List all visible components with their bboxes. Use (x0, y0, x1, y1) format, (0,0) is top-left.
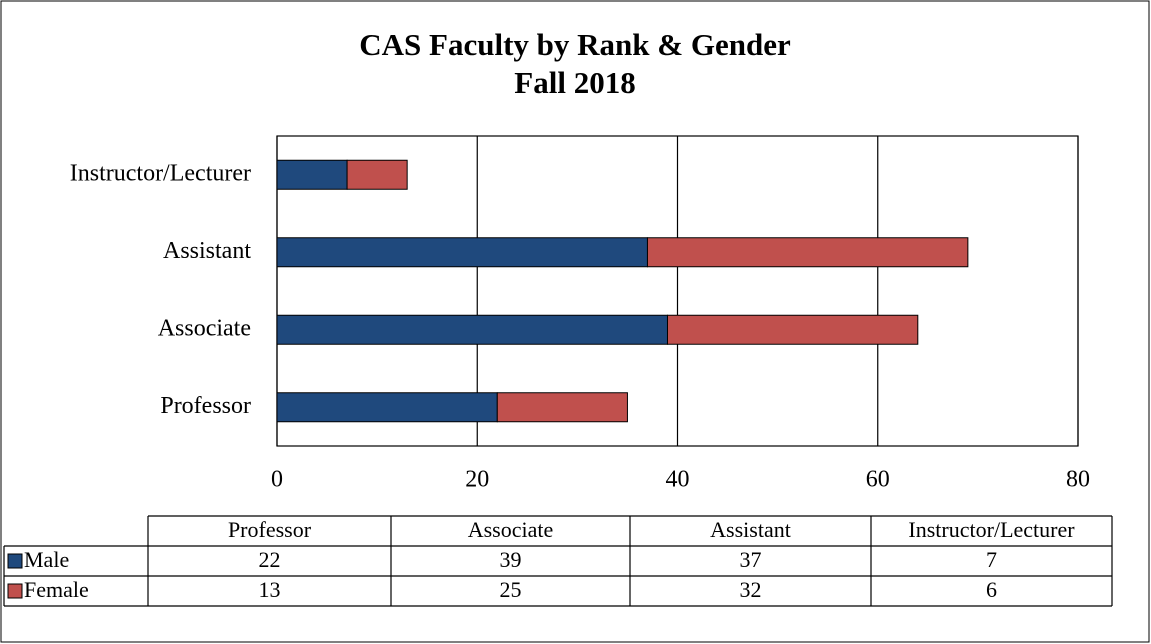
table-cell: 39 (500, 547, 522, 572)
bar (276, 314, 668, 345)
legend-key (7, 553, 23, 569)
table-cell: 6 (986, 577, 997, 602)
legend-key (7, 583, 23, 599)
table-cell: 37 (740, 547, 762, 572)
plot-frame (276, 135, 1079, 447)
bar (276, 392, 498, 423)
x-tick-label: 80 (1066, 467, 1090, 493)
table-cell: 25 (500, 577, 522, 602)
x-tick-label: 40 (666, 467, 690, 493)
bar (276, 237, 648, 268)
table-cell: 7 (986, 547, 997, 572)
y-tick-label: Assistant (163, 238, 251, 264)
table-cell: 22 (259, 547, 281, 572)
table-header: Professor (228, 517, 312, 542)
chart-title: CAS Faculty by Rank & Gender (359, 27, 791, 62)
y-tick-label: Instructor/Lecturer (70, 160, 251, 186)
table-header: Instructor/Lecturer (908, 517, 1075, 542)
y-tick-label: Associate (158, 315, 251, 341)
chart-subtitle: Fall 2018 (514, 65, 635, 100)
bar (666, 314, 919, 345)
table-cell: 32 (740, 577, 762, 602)
table-header: Assistant (710, 517, 791, 542)
table-cell: 13 (259, 577, 281, 602)
table-header: Associate (468, 517, 554, 542)
legend-label: Female (24, 577, 89, 602)
bar (346, 159, 408, 190)
bar (276, 159, 348, 190)
x-tick-label: 20 (465, 467, 489, 493)
bar (496, 392, 628, 423)
x-tick-label: 60 (866, 467, 890, 493)
y-tick-label: Professor (160, 393, 251, 419)
x-tick-label: 0 (271, 467, 283, 493)
bar (646, 237, 969, 268)
legend-label: Male (24, 547, 69, 572)
